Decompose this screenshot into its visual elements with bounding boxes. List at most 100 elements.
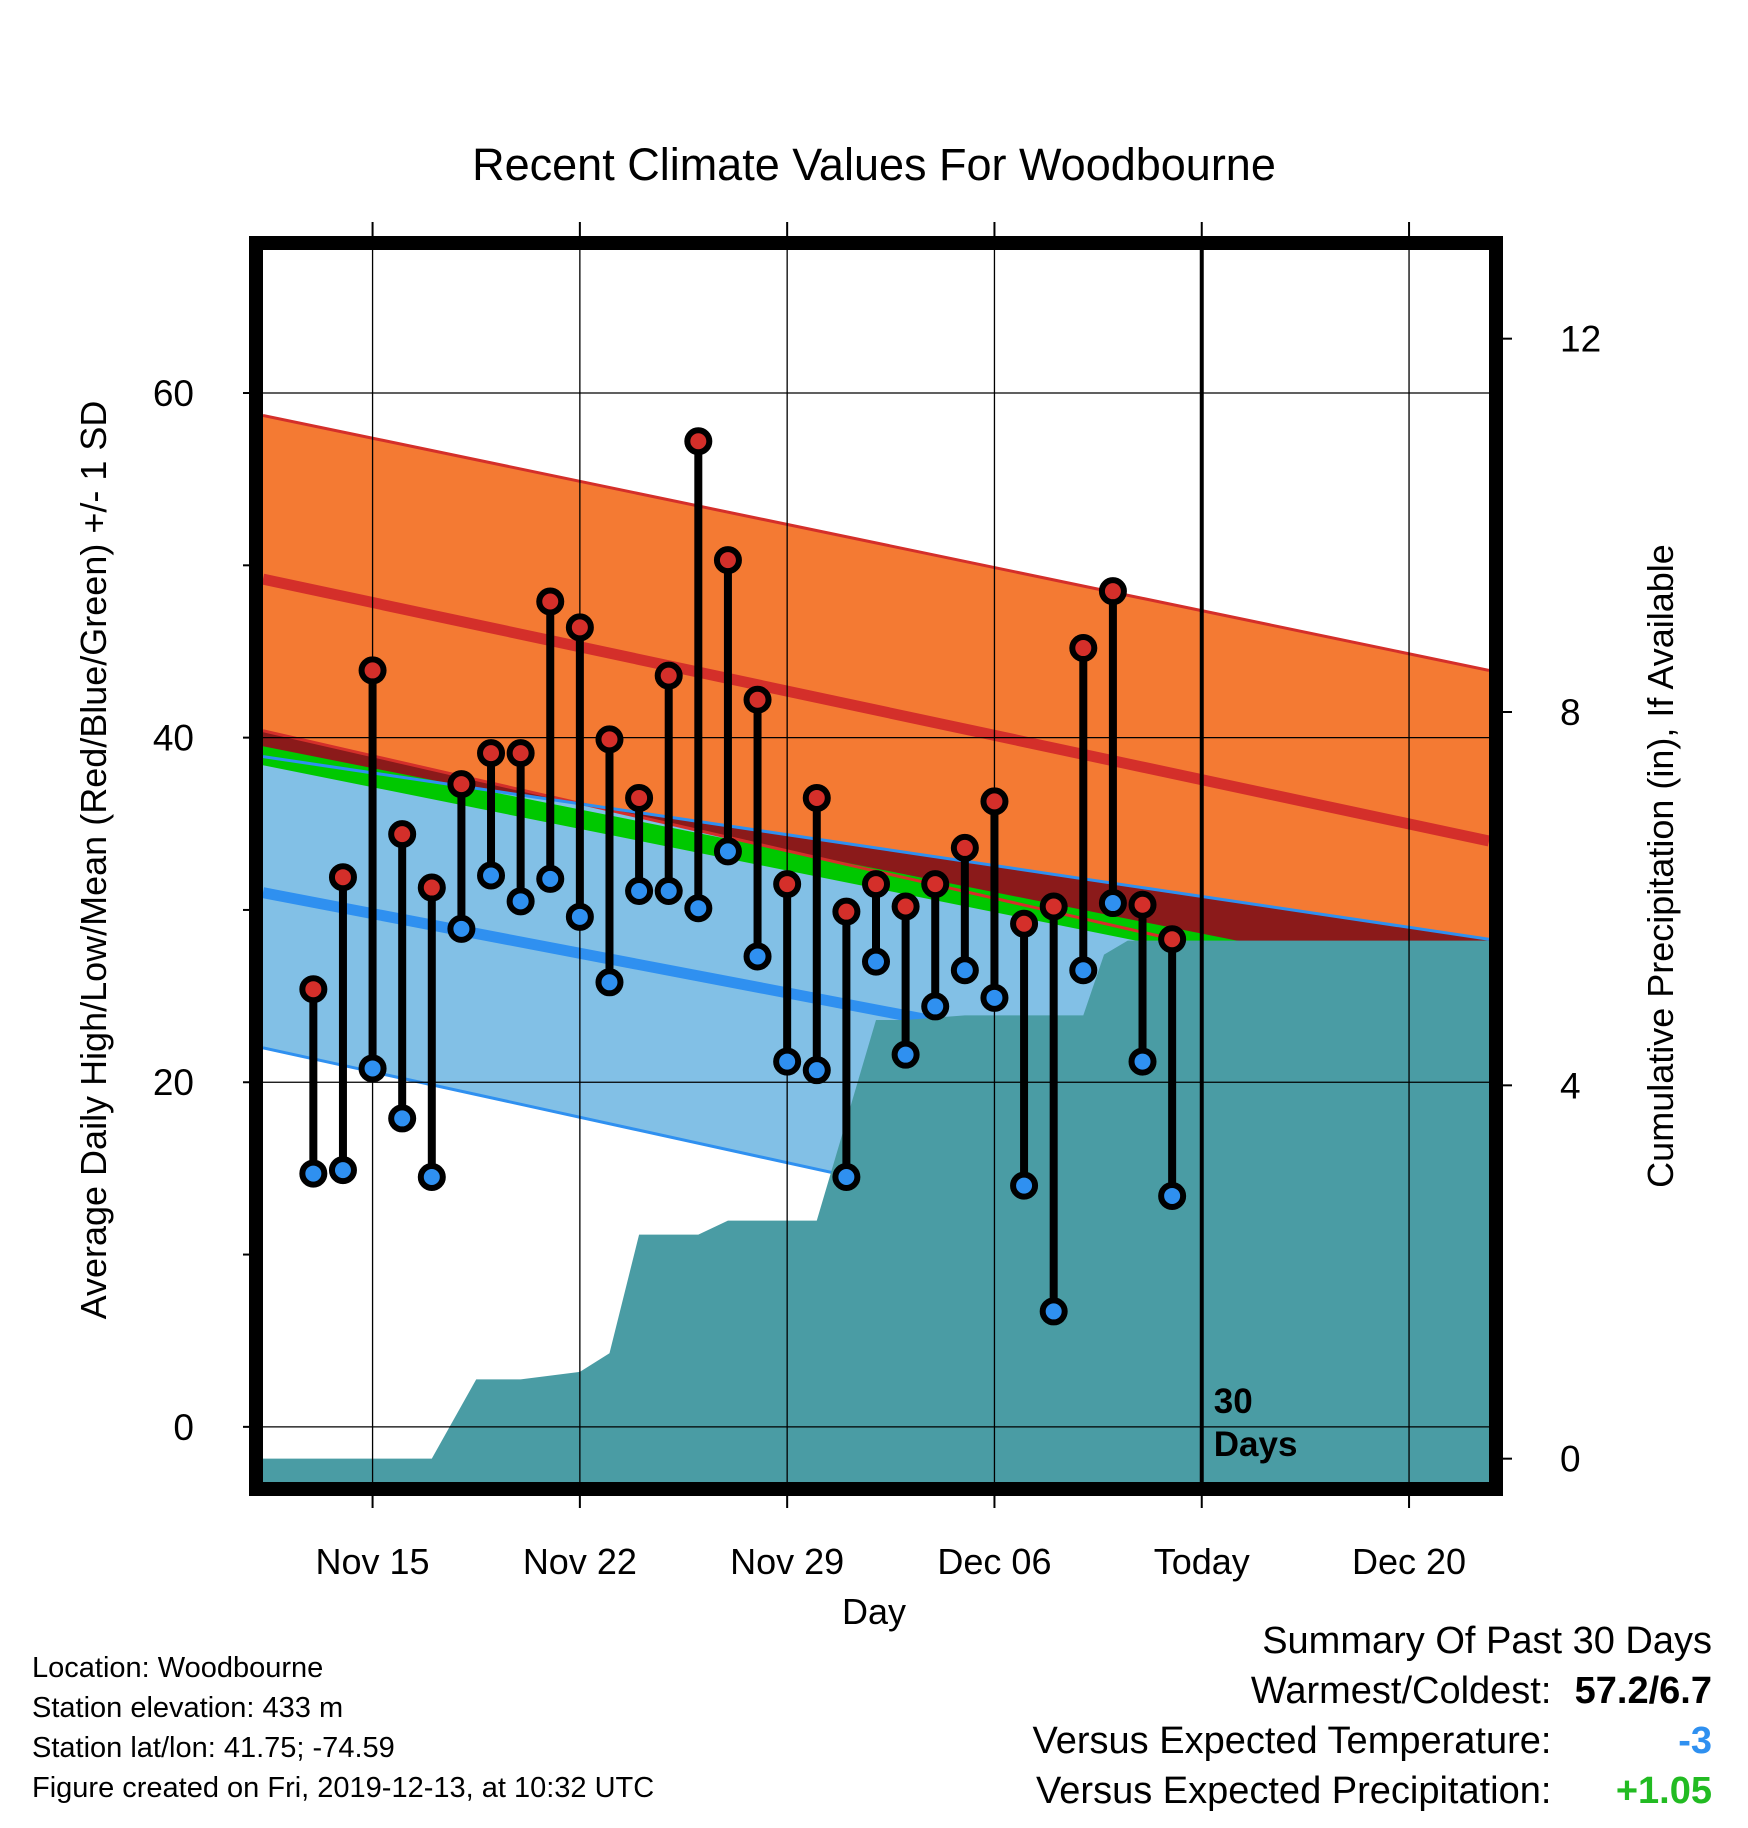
high-temp-point [328,863,357,892]
high-temp-point [684,427,713,456]
high-temp-point [299,975,328,1004]
footer-elevation: Station elevation: 433 m [32,1692,344,1724]
high-temp-point [1069,634,1098,663]
warmest-coldest-label: Warmest/Coldest: [1250,1670,1552,1712]
x-tick-label: Nov 15 [316,1541,430,1582]
high-temp-point [625,783,654,812]
summary-warmest-coldest-row: Warmest/Coldest: 57.2/6.7 [1033,1666,1712,1716]
x-tick-label: Dec 06 [937,1541,1051,1582]
chart-title: Recent Climate Values For Woodbourne [472,139,1276,190]
x-tick-label: Nov 29 [730,1541,844,1582]
overlay-layer: 30 Days [299,427,1298,1464]
low-temp-point [328,1156,357,1185]
y-axis-label: Average Daily High/Low/Mean (Red/Blue/Gr… [73,401,114,1320]
high-temp-point [536,587,565,616]
high-temp-point [743,685,772,714]
high-temp-point [1098,577,1127,606]
low-temp-point [595,968,624,997]
high-temp-point [595,725,624,754]
footer-created: Figure created on Fri, 2019-12-13, at 10… [32,1772,655,1804]
low-temp-point [565,902,594,931]
today-window-label-line: Days [1214,1425,1298,1464]
temp-anomaly-value: -3 [1678,1720,1712,1762]
high-temp-point [477,739,506,768]
y2-tick-label: 0 [1560,1439,1581,1480]
y2-tick-label: 8 [1560,692,1581,733]
high-temp-point [773,870,802,899]
low-temp-point [536,864,565,893]
x-tick-label: Today [1154,1541,1250,1582]
high-temp-point [950,833,979,862]
low-temp-point [773,1047,802,1076]
low-temp-point [1158,1181,1187,1210]
low-temp-point [358,1054,387,1083]
y2-tick-label: 12 [1560,319,1601,360]
temp-anomaly-label: Versus Expected Temperature: [1032,1720,1552,1762]
low-temp-point [477,861,506,890]
y-tick-label: 20 [153,1062,194,1103]
low-temp-point [743,942,772,971]
axes-layer: 0 20 40 60 0 4 8 12 Nov 15 Nov 22 Nov 29 Dec 06 Toda… [153,222,1601,1582]
high-temp-point [713,546,742,575]
high-temp-point [832,897,861,926]
precip-anomaly-label: Versus Expected Precipitation: [1036,1770,1552,1812]
y-tick-label: 60 [153,373,194,414]
summary-precip-row: Versus Expected Precipitation: +1.05 [1033,1766,1712,1816]
high-temp-point [358,656,387,685]
high-temp-point [921,870,950,899]
summary-panel: Summary Of Past 30 Days Warmest/Coldest:… [1033,1616,1712,1816]
footer-location: Location: Woodbourne [32,1652,324,1684]
x-axis-label: Day [842,1591,906,1632]
footer-latlon: Station lat/lon: 41.75; -74.59 [32,1732,395,1764]
plot-frame [249,236,1503,1496]
low-temp-point [1010,1171,1039,1200]
high-temp-point [862,870,890,899]
x-tick-label: Dec 20 [1352,1541,1466,1582]
precip-anomaly-value: +1.05 [1615,1770,1712,1812]
low-temp-point [684,894,713,923]
x-tick-label: Nov 22 [523,1541,637,1582]
low-temp-point [654,876,683,905]
low-temp-point [506,887,535,916]
high-temp-point [980,787,1009,816]
high-temp-point [1128,890,1157,919]
low-temp-point [862,947,890,976]
low-temp-point [388,1104,417,1133]
y-tick-label: 40 [153,718,194,759]
low-temp-point [802,1056,831,1085]
low-temp-point [832,1163,861,1192]
low-temp-point [299,1159,328,1188]
low-temp-point [950,956,979,985]
low-temp-point [625,876,654,905]
y2-tick-label: 4 [1560,1065,1581,1106]
high-temp-point [447,770,476,799]
high-temp-point [1158,925,1187,954]
low-temp-point [891,1040,920,1069]
high-temp-point [417,873,446,902]
high-temp-point [388,820,417,849]
low-temp-point [980,983,1009,1012]
summary-title: Summary Of Past 30 Days [1262,1620,1712,1662]
precipitation-area [263,940,1489,1482]
low-temp-point [1098,889,1127,918]
low-temp-point [1069,956,1098,985]
low-temp-point [417,1163,446,1192]
high-upper-edge [263,413,1489,672]
low-temp-point [921,992,950,1021]
today-window-label: 30 Days [1214,1382,1298,1464]
high-normal-line [263,573,1489,847]
high-temp-point [1039,892,1068,921]
high-temp-point [565,613,594,642]
y2-axis-label: Cumulative Precipitation (in), If Availa… [1640,544,1681,1188]
low-temp-point [1039,1297,1068,1326]
warmest-coldest-value: 57.2/6.7 [1574,1670,1712,1712]
high-temp-point [802,783,831,812]
low-temp-point [713,837,742,866]
high-temp-point [506,739,535,768]
summary-temp-row: Versus Expected Temperature: -3 [1033,1716,1712,1766]
high-temp-point [891,892,920,921]
plot-area [263,250,1489,1482]
y-tick-label: 0 [173,1407,194,1448]
today-window-label-line: 30 [1214,1382,1253,1421]
